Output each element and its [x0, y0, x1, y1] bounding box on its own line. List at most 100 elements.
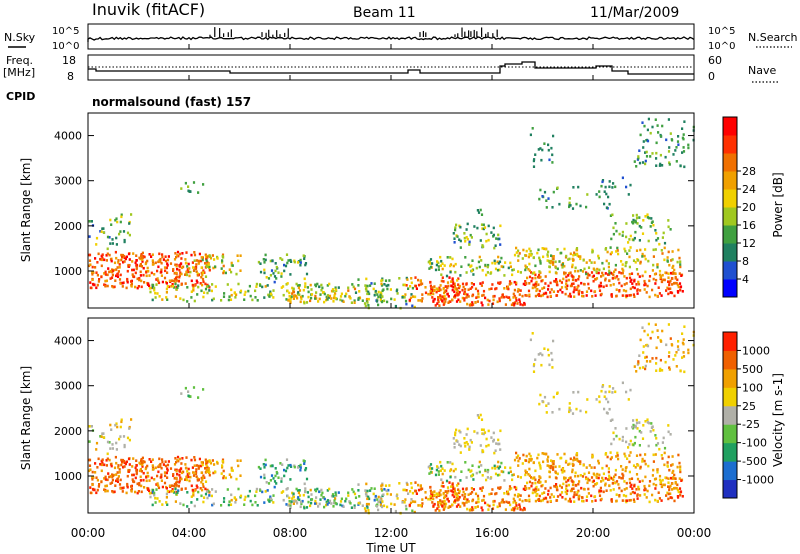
range-cell [521, 257, 524, 260]
range-cell [501, 498, 504, 502]
range-cell [435, 495, 438, 499]
range-cell [143, 281, 146, 284]
range-cell [579, 269, 582, 272]
range-cell [671, 463, 674, 466]
range-cell [655, 443, 658, 447]
range-cell [673, 294, 676, 298]
range-cell [631, 490, 634, 494]
range-cell [323, 292, 326, 296]
range-cell [607, 265, 610, 269]
range-cell [140, 265, 143, 268]
range-cell [104, 270, 107, 274]
range-cell [288, 291, 291, 295]
range-cell [487, 303, 490, 306]
range-cell [534, 499, 537, 503]
range-cell [458, 443, 461, 446]
range-cell [366, 292, 369, 296]
range-cell [456, 493, 459, 496]
range-cell [204, 458, 207, 462]
range-cell [465, 296, 468, 299]
range-cell [479, 282, 482, 285]
range-cell [556, 472, 559, 476]
range-cell [539, 294, 543, 298]
range-cell [663, 483, 666, 487]
range-cell [615, 229, 618, 233]
range-cell [591, 453, 594, 457]
range-cell [405, 284, 408, 287]
range-cell [383, 283, 386, 286]
range-cell [269, 290, 272, 294]
range-cell [145, 274, 148, 278]
range-cell [116, 220, 119, 224]
freq-label-line1: Freq. [6, 54, 33, 67]
range-cell [155, 483, 158, 486]
range-cell [610, 295, 613, 298]
xtick-label: 00:00 [677, 526, 712, 540]
range-cell [467, 295, 470, 298]
range-cell [439, 288, 442, 292]
range-cell [153, 491, 156, 495]
range-cell [162, 258, 165, 261]
range-cell [269, 292, 273, 296]
range-cell [521, 462, 524, 465]
range-cell [165, 296, 168, 299]
range-cell [197, 191, 200, 194]
range-cell [90, 220, 93, 223]
range-cell [349, 502, 352, 505]
range-cell [334, 491, 337, 494]
range-cell [515, 246, 518, 250]
range-cell [105, 259, 108, 262]
range-cell [393, 503, 396, 506]
range-cell [549, 496, 552, 499]
range-cell [230, 466, 233, 470]
range-cell [466, 427, 469, 431]
range-cell [527, 460, 530, 464]
range-cell [673, 499, 676, 503]
range-cell [109, 423, 112, 427]
range-cell [292, 290, 295, 294]
range-cell [140, 256, 143, 259]
range-cell [157, 265, 160, 269]
range-cell [566, 489, 569, 493]
range-cell [207, 469, 210, 473]
range-cell [429, 486, 432, 489]
range-cell [571, 412, 575, 415]
range-cell [538, 289, 541, 293]
range-cell [633, 279, 636, 283]
range-cell [174, 252, 177, 255]
range-cell [645, 355, 648, 359]
range-cell [498, 260, 502, 264]
range-cell [648, 216, 651, 220]
range-cell [525, 459, 528, 462]
range-cell [410, 486, 413, 490]
range-cell [561, 471, 564, 474]
range-cell [333, 294, 336, 297]
range-cell [487, 224, 490, 228]
range-cell [577, 489, 580, 493]
range-cell [185, 478, 189, 482]
range-cell [237, 282, 240, 286]
range-cell [333, 499, 336, 502]
range-cell [364, 489, 367, 492]
range-cell [222, 270, 225, 273]
range-cell [176, 459, 179, 462]
range-cell [499, 429, 502, 433]
range-cell [587, 282, 590, 286]
range-cell [201, 488, 204, 492]
range-cell [367, 304, 370, 307]
range-cell [573, 288, 576, 292]
colorbar-tick: 28 [742, 165, 756, 178]
range-cell [126, 436, 130, 440]
ytick-label: 1000 [54, 265, 82, 278]
range-cell [570, 282, 574, 286]
range-cell [565, 254, 568, 258]
range-cell [440, 259, 443, 263]
range-cell [547, 143, 550, 147]
range-cell [135, 472, 138, 476]
range-cell [612, 488, 615, 491]
range-cell [121, 458, 125, 462]
range-cell [118, 437, 121, 441]
range-cell [192, 494, 195, 497]
range-cell [603, 190, 606, 193]
range-cell [196, 274, 199, 277]
